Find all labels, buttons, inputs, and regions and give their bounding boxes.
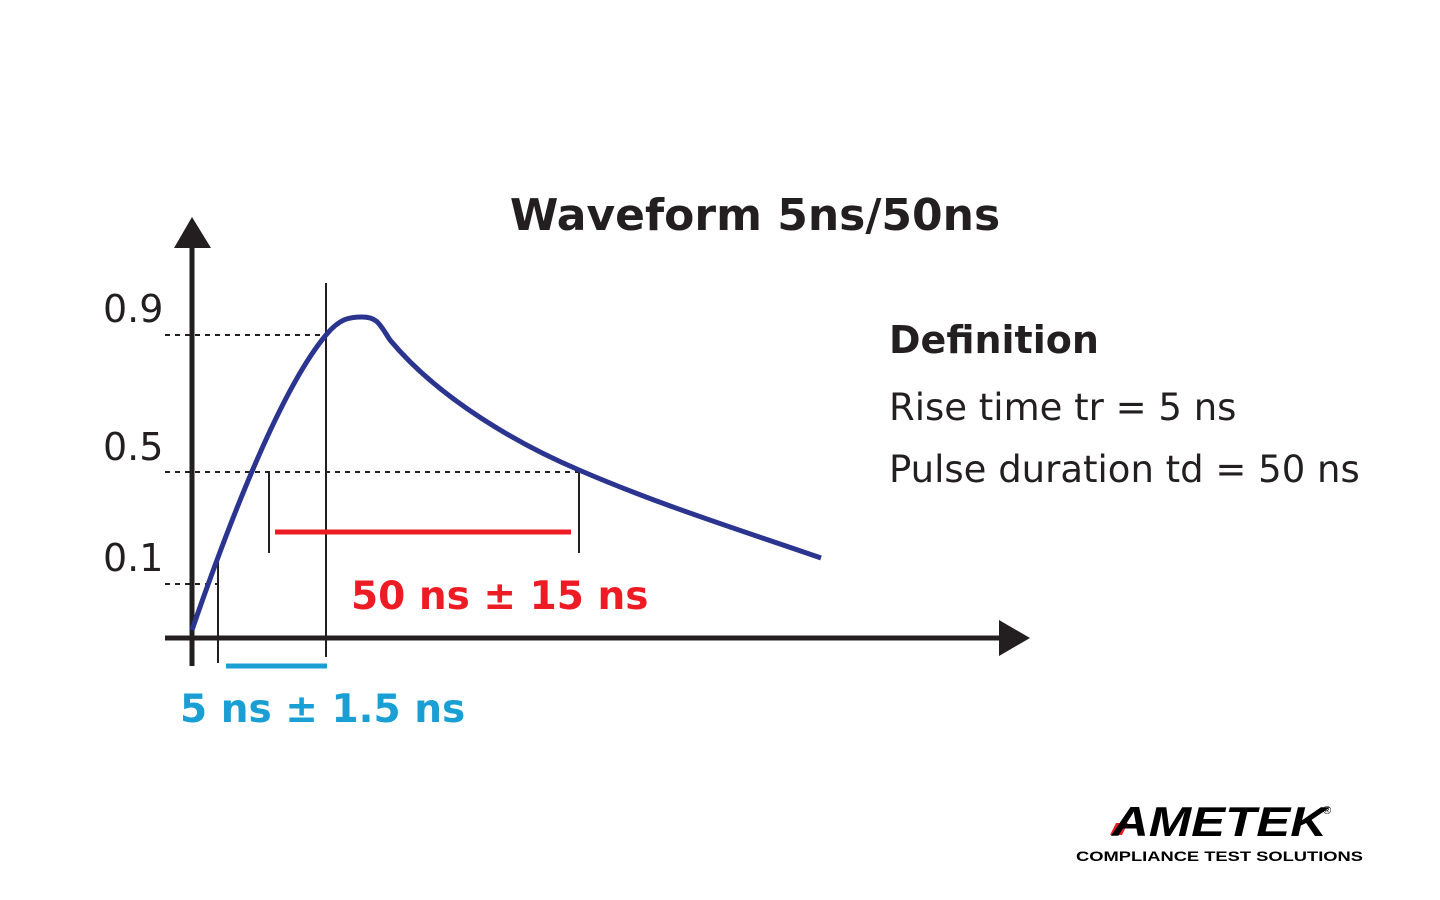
ametek-logo: AMETEK ® COMPLIANCE TEST SOLUTIONS [1076,798,1363,864]
waveform-curve [189,314,822,631]
logo-registered: ® [1323,805,1331,817]
duration-tolerance-label: 50 ns ± 15 ns [351,574,649,619]
rise-tolerance-label: 5 ns ± 1.5 ns [180,687,465,732]
logo-brand: AMETEK [1111,798,1330,845]
y-tick-label: 0.9 [103,287,163,331]
x-axis-arrow-icon [999,620,1030,656]
rise-time-definition: Rise time tr = 5 ns [889,386,1236,429]
pulse-duration-definition: Pulse duration td = 50 ns [889,448,1360,491]
logo-tagline: COMPLIANCE TEST SOLUTIONS [1076,848,1363,864]
logo-red-slash [1110,823,1128,835]
y-tick-label: 0.1 [103,536,163,580]
y-tick-label: 0.5 [103,425,163,469]
diagram-title: Waveform 5ns/50ns [510,190,1000,241]
definition-heading: Definition [889,318,1099,362]
y-axis-arrow-icon [174,217,211,248]
